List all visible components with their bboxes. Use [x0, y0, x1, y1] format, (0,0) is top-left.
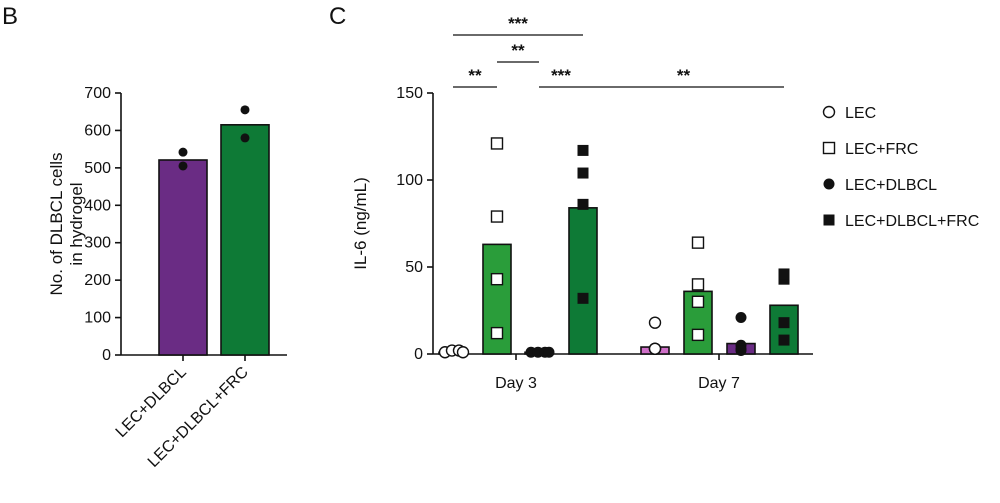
significance-label: ** [677, 66, 691, 85]
data-point [543, 346, 555, 358]
significance-label: *** [551, 66, 571, 85]
y-tick-label: 500 [84, 160, 111, 177]
significance-label: ** [468, 66, 482, 85]
data-point [240, 133, 250, 143]
y-axis-label: IL-6 (ng/mL) [351, 177, 370, 270]
significance-label: ** [511, 41, 525, 60]
data-point [577, 198, 589, 210]
bar-lec-dlbcl-frc [220, 124, 270, 356]
legend-marker [823, 214, 835, 226]
y-tick-label: 50 [405, 259, 423, 276]
y-tick-label: 100 [84, 310, 111, 327]
data-point [577, 167, 589, 179]
legend-label: LEC+DLBCL [845, 177, 937, 194]
legend-marker [823, 178, 835, 190]
y-tick-label: 0 [414, 346, 423, 363]
data-point [648, 316, 662, 329]
y-tick-label: 300 [84, 235, 111, 252]
data-point [691, 236, 705, 249]
bar-day7-series-3 [769, 304, 799, 355]
significance-label: *** [508, 14, 528, 33]
panel-b-letter: B [2, 3, 18, 30]
y-axis-label: No. of DLBCL cellsin hydrogel [47, 153, 86, 296]
panel-c-letter: C [329, 3, 346, 30]
legend-label: LEC+DLBCL+FRC [845, 213, 979, 230]
bar-lec-dlbcl [158, 159, 208, 356]
data-point [691, 328, 705, 342]
data-point [456, 346, 470, 359]
data-point [691, 278, 705, 291]
legend-label: LEC+FRC [845, 141, 918, 158]
y-tick-label: 600 [84, 122, 111, 139]
legend-marker [822, 141, 836, 155]
data-point [648, 342, 662, 355]
legend-marker [822, 105, 836, 119]
data-point [490, 210, 504, 223]
y-tick-label: 200 [84, 272, 111, 289]
data-point [778, 268, 790, 280]
y-tick-label: 150 [396, 85, 423, 102]
data-point [577, 292, 589, 304]
data-point [240, 105, 250, 115]
data-point [178, 161, 188, 171]
data-point [691, 295, 705, 308]
data-point [778, 334, 790, 346]
data-point [490, 326, 504, 340]
data-point [178, 147, 188, 157]
y-tick-label: 100 [396, 172, 423, 189]
y-tick-label: 400 [84, 197, 111, 214]
data-point [735, 311, 747, 323]
data-point [778, 317, 790, 329]
data-point [490, 272, 504, 286]
data-point [490, 137, 504, 150]
x-group-label: Day 7 [698, 375, 740, 392]
bar-day3-series-3 [568, 207, 598, 355]
y-axis-label-line: in hydrogel [67, 182, 86, 265]
panel-b-chart: 0100200300400500600700LEC+DLBCLLEC+DLBCL… [47, 85, 287, 471]
y-axis-label-line: No. of DLBCL cells [47, 153, 66, 296]
x-group-label: Day 3 [495, 375, 537, 392]
y-tick-label: 700 [84, 85, 111, 102]
data-point [735, 345, 747, 357]
data-point [577, 144, 589, 156]
legend-label: LEC [845, 105, 876, 122]
y-tick-label: 0 [102, 347, 111, 364]
